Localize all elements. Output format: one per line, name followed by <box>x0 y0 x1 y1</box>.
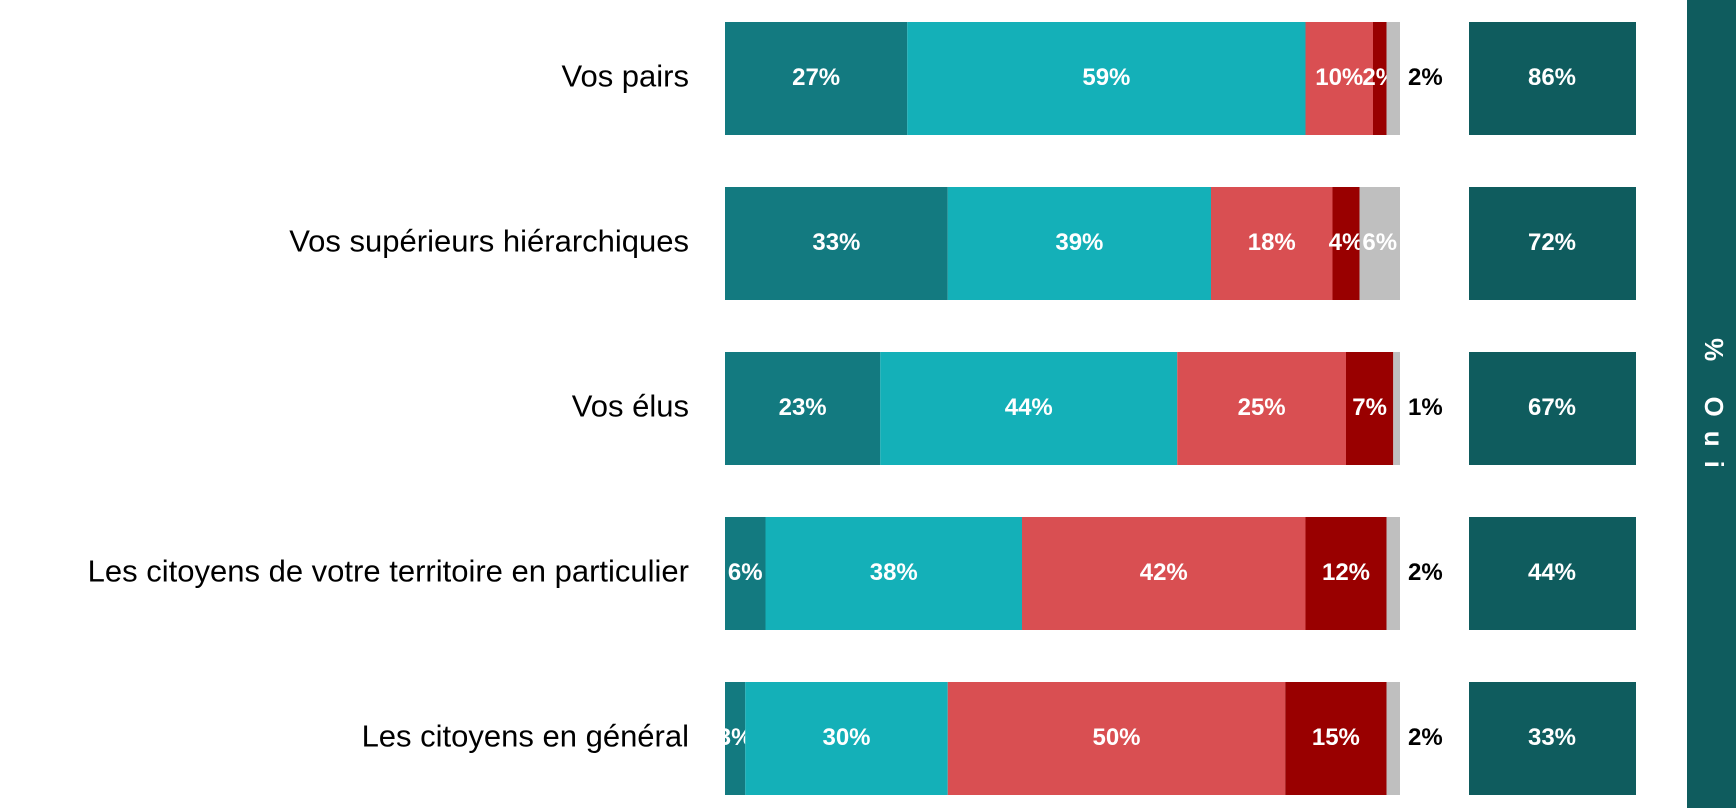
value-label: 59% <box>1082 64 1130 91</box>
value-label: 2% <box>1408 724 1443 751</box>
value-label: 2% <box>1408 64 1443 91</box>
bar-segment <box>907 22 1306 135</box>
category-label: Les citoyens de votre territoire en part… <box>88 554 689 589</box>
bar-segment <box>1393 352 1400 465</box>
value-label: 38% <box>870 559 918 586</box>
bar-segment <box>1285 682 1387 795</box>
bar-segment <box>725 352 881 465</box>
bar-segment <box>725 22 908 135</box>
bar-segment <box>1359 187 1400 300</box>
bar-segment <box>745 682 948 795</box>
total-band <box>1687 0 1736 808</box>
bar-segment <box>1346 352 1394 465</box>
bar-segment <box>725 187 948 300</box>
category-label: Vos pairs <box>561 59 689 94</box>
value-label: 39% <box>1055 229 1103 256</box>
total-box <box>1469 352 1636 465</box>
bar-segment <box>947 682 1286 795</box>
bar-segment <box>880 352 1178 465</box>
bar-segment <box>1332 187 1360 300</box>
value-label: 25% <box>1238 394 1286 421</box>
bar-segment <box>1022 517 1306 630</box>
value-label: 2% <box>1408 559 1443 586</box>
value-label: 27% <box>792 64 840 91</box>
bar-segment <box>1211 187 1333 300</box>
total-box <box>1469 517 1636 630</box>
bar-segment <box>1177 352 1346 465</box>
value-label: 44% <box>1005 394 1053 421</box>
category-label: Les citoyens en général <box>362 719 689 754</box>
total-value-label: 67% <box>1528 394 1576 421</box>
value-label: 1% <box>1408 394 1443 421</box>
value-label: 6% <box>728 559 763 586</box>
value-label: 7% <box>1352 394 1387 421</box>
bar-segment <box>725 517 766 630</box>
bar-segment <box>1386 22 1400 135</box>
total-value-label: 86% <box>1528 64 1576 91</box>
value-label: 4% <box>1329 229 1364 256</box>
bar-segment <box>947 187 1211 300</box>
value-label: 50% <box>1092 724 1140 751</box>
total-value-label: 44% <box>1528 559 1576 586</box>
value-label: 33% <box>812 229 860 256</box>
value-label: 6% <box>1362 229 1397 256</box>
total-label: % Oui <box>1699 338 1729 482</box>
value-label: 10% <box>1315 64 1363 91</box>
value-label: 42% <box>1140 559 1188 586</box>
value-label: 12% <box>1322 559 1370 586</box>
value-label: 15% <box>1312 724 1360 751</box>
category-label: Vos élus <box>572 389 689 424</box>
value-label: 23% <box>779 394 827 421</box>
total-value-label: 72% <box>1528 229 1576 256</box>
bar-segment <box>1305 22 1373 135</box>
bar-segment <box>725 682 746 795</box>
total-box <box>1469 187 1636 300</box>
total-box <box>1469 22 1636 135</box>
total-box <box>1469 682 1636 795</box>
value-label: 18% <box>1248 229 1296 256</box>
bar-segment <box>1373 22 1387 135</box>
category-label: Vos supérieurs hiérarchiques <box>289 224 689 259</box>
bar-segment <box>1305 517 1387 630</box>
bar-segment <box>765 517 1022 630</box>
bar-segment <box>1386 517 1400 630</box>
bar-segment <box>1386 682 1400 795</box>
total-value-label: 33% <box>1528 724 1576 751</box>
value-label: 30% <box>822 724 870 751</box>
